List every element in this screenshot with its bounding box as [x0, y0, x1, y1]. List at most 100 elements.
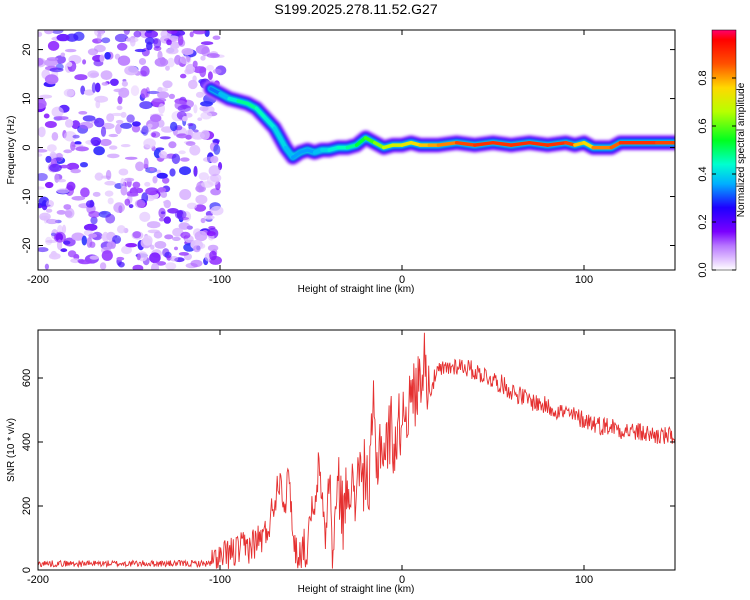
noise-blob — [78, 259, 92, 265]
noise-blob — [176, 133, 189, 139]
noise-blob — [48, 252, 61, 260]
noise-blob — [105, 213, 116, 224]
noise-blob — [180, 73, 187, 79]
noise-blob — [121, 80, 128, 87]
noise-blob — [203, 215, 215, 220]
noise-blob — [130, 85, 140, 97]
noise-blob — [95, 82, 101, 93]
top-y-axis-label: Frequency (Hz) — [6, 116, 17, 185]
noise-blob — [38, 57, 44, 66]
noise-blob — [170, 121, 178, 132]
noise-blob — [178, 222, 190, 230]
noise-blob — [81, 235, 88, 246]
noise-blob — [163, 216, 171, 224]
noise-blob — [206, 53, 220, 59]
noise-blob — [47, 40, 60, 51]
noise-blob — [51, 106, 64, 118]
noise-blob — [112, 235, 122, 244]
noise-blob — [133, 30, 142, 38]
noise-blob — [185, 134, 192, 140]
noise-blob — [162, 80, 173, 89]
frequency-ridge — [202, 80, 675, 166]
noise-blob — [117, 42, 128, 51]
noise-blob — [182, 116, 188, 122]
noise-blob — [46, 218, 59, 225]
noise-blob — [45, 239, 59, 243]
noise-blob — [115, 119, 124, 124]
noise-blob — [38, 31, 43, 37]
noise-blob — [151, 262, 159, 270]
noise-blob — [86, 237, 93, 248]
noise-blob — [67, 250, 77, 258]
noise-blob — [94, 172, 104, 181]
noise-blob — [152, 175, 158, 184]
noise-blob — [157, 86, 163, 92]
noise-blob — [136, 253, 141, 261]
top-y-tick-label: 20 — [21, 43, 33, 55]
noise-blob — [192, 75, 197, 82]
top-y-tick-label: -20 — [21, 238, 33, 254]
noise-blob — [44, 263, 50, 270]
colorbar-tick-label: 0.0 — [697, 262, 709, 277]
chart-title: S199.2025.278.11.52.G27 — [274, 1, 437, 17]
ridge-core-segment — [436, 140, 459, 147]
noise-blob — [56, 188, 70, 194]
noise-blob — [100, 70, 113, 80]
noise-blob — [106, 113, 115, 122]
noise-blob — [134, 199, 146, 208]
noise-blob — [144, 37, 155, 45]
noise-blob — [53, 231, 66, 243]
noise-blob — [124, 156, 138, 160]
noise-blob — [120, 122, 133, 129]
noise-blob — [88, 233, 98, 238]
ridge-core-segment — [509, 140, 532, 147]
noise-blob — [118, 87, 130, 98]
colorbar-tick-label: 0.4 — [697, 166, 709, 181]
noise-blob — [172, 236, 181, 241]
noise-blob — [150, 244, 155, 250]
noise-blob — [85, 200, 95, 208]
noise-blob — [132, 264, 144, 270]
noise-blob — [178, 216, 190, 221]
noise-blob — [177, 34, 184, 46]
noise-blob — [131, 124, 141, 133]
noise-blob — [142, 235, 153, 246]
noise-blob — [80, 85, 86, 95]
noise-blob — [87, 70, 99, 79]
noise-blob — [189, 144, 201, 156]
noise-blob — [194, 204, 207, 212]
noise-blob — [210, 155, 219, 164]
noise-blob — [140, 65, 150, 77]
noise-blob — [63, 204, 72, 210]
noise-blob — [74, 74, 88, 81]
noise-blob — [62, 224, 67, 234]
bottom-panel: -200 -100 0 100 0 200 400 600 Height of straig… — [6, 329, 676, 595]
noise-blob — [108, 133, 119, 138]
top-y-axis: -20 -10 0 10 20 — [21, 43, 675, 253]
colorbar-gradient — [711, 29, 737, 271]
colorbar: 0.0 0.2 0.4 0.6 0.8 Normalized spectral ampl… — [697, 29, 747, 278]
ridge-core-segment — [473, 140, 495, 147]
ridge-core-segment — [545, 140, 568, 147]
noise-blob — [101, 82, 109, 86]
noise-blob — [127, 192, 139, 197]
noise-blob — [107, 197, 114, 205]
colorbar-label: Normalized spectral amplitude — [736, 82, 747, 217]
noise-blob — [47, 144, 57, 152]
noise-blob — [174, 54, 182, 65]
noise-blob — [79, 121, 94, 129]
noise-blob — [38, 126, 46, 138]
noise-blob — [54, 116, 69, 121]
noise-blob — [78, 111, 88, 115]
noise-blob — [200, 217, 206, 224]
noise-blob — [200, 55, 206, 61]
noise-blob — [97, 32, 102, 43]
noise-blob — [169, 168, 176, 177]
noise-blob — [39, 94, 53, 99]
noise-blob — [192, 30, 207, 35]
top-plot-frame — [37, 29, 676, 271]
noise-blob — [165, 47, 179, 55]
noise-blob — [64, 210, 73, 218]
noise-blob — [66, 162, 80, 171]
noise-blob — [180, 157, 190, 162]
